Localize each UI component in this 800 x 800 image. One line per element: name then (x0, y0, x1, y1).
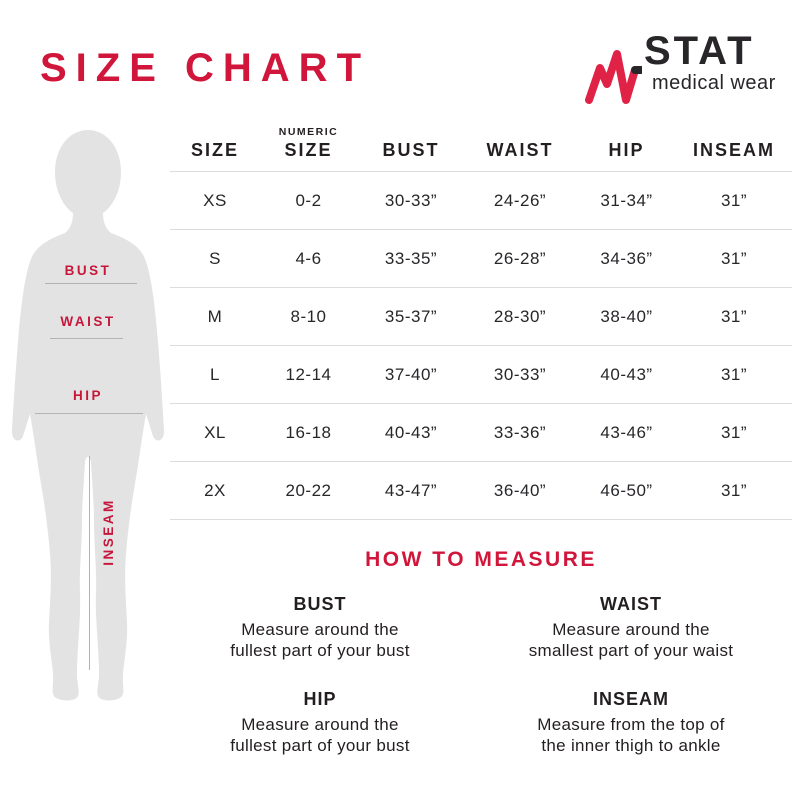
col-header-numeric-size: NUMERIC SIZE (260, 126, 357, 171)
how-to-measure-title: HOW TO MEASURE (365, 548, 597, 571)
cell-hip: 34-36” (600, 248, 653, 268)
cell-waist: 30-33” (493, 364, 547, 384)
table-row-m: M 8-10 35-37” 28-30” 38-40” 31” (170, 288, 792, 346)
cell-bust: 35-37” (384, 306, 438, 326)
hip-measure-line (35, 413, 143, 414)
cell-waist: 36-40” (493, 480, 547, 500)
cell-hip: 38-40” (600, 306, 653, 326)
cell-hip: 31-34” (600, 190, 653, 210)
measurement-figure: BUST WAIST HIP INSEAM (0, 108, 180, 708)
howto-hip-label: HIP (303, 689, 337, 709)
cell-bust: 30-33” (384, 190, 438, 210)
table-row-xs: XS 0-2 30-33” 24-26” 31-34” 31” (170, 172, 792, 230)
howto-inseam-line2: the inner thigh to ankle (541, 736, 721, 755)
figure-label-waist: WAIST (60, 314, 116, 329)
cell-waist: 24-26” (493, 190, 547, 210)
cell-waist: 28-30” (493, 306, 547, 326)
cell-hip: 40-43” (600, 364, 653, 384)
cell-waist: 26-28” (493, 248, 547, 268)
how-to-measure-grid: BUST Measure around the fullest part of … (170, 594, 792, 756)
col-header-bust: BUST (382, 140, 440, 160)
cell-inseam: 31” (720, 480, 748, 500)
howto-waist-line1: Measure around the (552, 620, 710, 639)
cell-hip: 43-46” (600, 422, 653, 442)
cell-size: L (210, 364, 220, 384)
table-row-l: L 12-14 37-40” 30-33” 40-43” 31” (170, 346, 792, 404)
figure-label-bust: BUST (64, 263, 112, 278)
cell-size: XS (203, 190, 227, 210)
cell-numeric: 8-10 (290, 306, 327, 326)
inseam-measure-line (89, 456, 90, 670)
howto-item-hip: HIP Measure around the fullest part of y… (170, 689, 470, 756)
cell-inseam: 31” (720, 190, 748, 210)
col-header-waist: WAIST (486, 140, 554, 160)
table-row-s: S 4-6 33-35” 26-28” 34-36” 31” (170, 230, 792, 288)
bust-measure-line (45, 283, 137, 284)
cell-hip: 46-50” (600, 480, 653, 500)
figure-label-inseam: INSEAM (101, 498, 116, 566)
howto-item-bust: BUST Measure around the fullest part of … (170, 594, 470, 661)
cell-inseam: 31” (720, 248, 748, 268)
how-to-measure-section: HOW TO MEASURE BUST Measure around the f… (170, 548, 792, 756)
waist-measure-line (50, 338, 123, 339)
cell-bust: 37-40” (384, 364, 438, 384)
col-header-hip: HIP (608, 140, 645, 160)
howto-bust-line1: Measure around the (241, 620, 399, 639)
heartbeat-icon (585, 50, 642, 104)
col-header-inseam: INSEAM (692, 140, 775, 160)
figure-label-hip: HIP (72, 388, 103, 403)
cell-numeric: 16-18 (285, 422, 332, 442)
size-table: SIZE NUMERIC SIZE BUST WAIST HIP INSEAM … (170, 112, 792, 520)
cell-size: 2X (204, 480, 226, 500)
cell-waist: 33-36” (493, 422, 547, 442)
brand-name: STAT (644, 29, 755, 73)
cell-size: S (209, 248, 221, 268)
howto-inseam-line1: Measure from the top of (537, 715, 725, 734)
cell-bust: 43-47” (384, 480, 438, 500)
female-body-silhouette (11, 130, 165, 701)
cell-inseam: 31” (720, 364, 748, 384)
brand-text: STAT medical wear (644, 29, 776, 95)
brand-tagline: medical wear (652, 72, 776, 94)
howto-waist-line2: smallest part of your waist (528, 641, 734, 660)
table-row-2x: 2X 20-22 43-47” 36-40” 46-50” 31” (170, 462, 792, 520)
size-table-header: SIZE NUMERIC SIZE BUST WAIST HIP INSEAM (170, 112, 792, 172)
cell-numeric: 0-2 (295, 190, 322, 210)
howto-bust-line2: fullest part of your bust (230, 641, 410, 660)
brand-logo: STAT medical wear (584, 29, 776, 118)
cell-inseam: 31” (720, 422, 748, 442)
cell-numeric: 20-22 (285, 480, 332, 500)
table-row-xl: XL 16-18 40-43” 33-36” 43-46” 31” (170, 404, 792, 462)
cell-bust: 33-35” (384, 248, 438, 268)
cell-size: XL (204, 422, 226, 442)
page-title: SIZE CHART (40, 46, 370, 90)
cell-numeric: 12-14 (285, 364, 332, 384)
howto-bust-label: BUST (293, 594, 347, 614)
col-header-size: SIZE (190, 140, 239, 160)
cell-inseam: 31” (720, 306, 748, 326)
howto-hip-line2: fullest part of your bust (230, 736, 410, 755)
col-header-numeric-top: NUMERIC (278, 126, 339, 138)
howto-waist-label: WAIST (600, 594, 662, 614)
cell-numeric: 4-6 (295, 248, 322, 268)
howto-item-inseam: INSEAM Measure from the top of the inner… (470, 689, 792, 756)
cell-bust: 40-43” (384, 422, 438, 442)
howto-item-waist: WAIST Measure around the smallest part o… (470, 594, 792, 661)
howto-inseam-label: INSEAM (592, 689, 669, 709)
col-header-numeric-bottom: SIZE (284, 140, 333, 160)
cell-size: M (207, 306, 223, 326)
howto-hip-line1: Measure around the (241, 715, 399, 734)
